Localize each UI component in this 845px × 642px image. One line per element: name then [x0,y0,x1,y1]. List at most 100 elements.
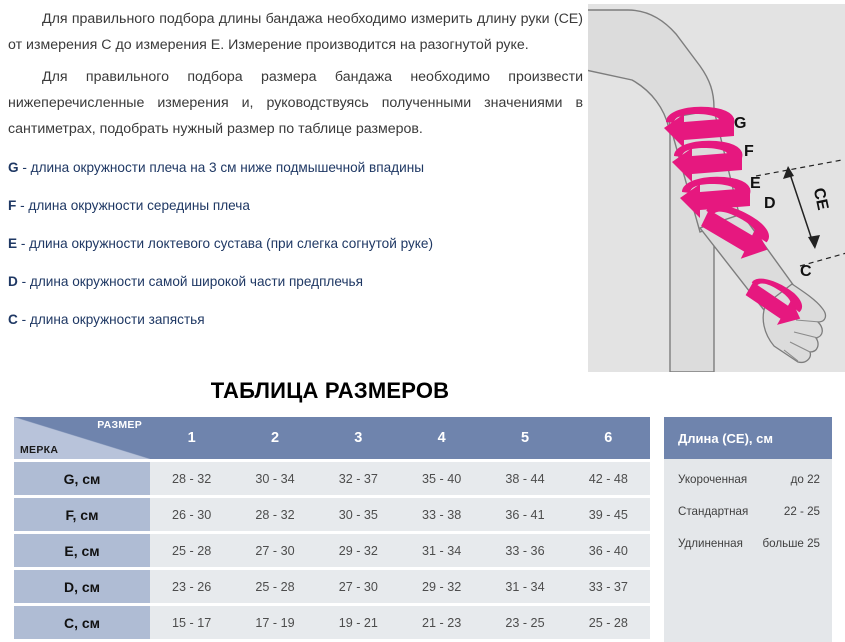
size-column-header-3: 3 [354,430,363,446]
row-cells-c: 15 - 17 17 - 19 19 - 21 21 - 23 23 - 25 … [150,606,650,639]
legend-item-e: E - длина окружности локтевого сустава (… [8,234,583,254]
arrow-e [680,176,751,218]
table-header-band: РАЗМЕР МЕРКА 1 2 3 4 5 6 Длина (CE), см [14,417,832,459]
row-cells-f: 26 - 30 28 - 32 30 - 35 33 - 38 36 - 41 … [150,498,650,531]
cell-d-1: 23 - 26 [172,579,212,594]
legend-key-c: C [8,312,18,327]
length-name-standard: Стандартная [678,505,749,518]
ce-leader-top [755,159,843,177]
size-column-header-2: 2 [270,430,280,446]
length-name-short: Укороченная [678,473,748,486]
illus-label-f: F [744,143,754,160]
cell-g-4: 35 - 40 [422,471,462,486]
legend-text-g: - длина окружности плеча на 3 см ниже по… [22,160,424,175]
legend-key-e: E [8,236,18,251]
corner-header-cell: РАЗМЕР МЕРКА [14,417,150,459]
cell-f-2: 28 - 32 [255,507,295,522]
cell-f-6: 39 - 45 [588,507,628,522]
cell-e-4: 31 - 34 [422,543,462,558]
cell-e-1: 25 - 28 [172,543,212,558]
table-row: C, см 15 - 17 17 - 19 19 - 21 21 - 23 23… [14,606,650,639]
legend-key-f: F [8,198,17,213]
cell-c-5: 23 - 25 [505,615,545,630]
arrow-f [672,140,743,182]
length-table-header: Длина (CE), см [664,417,832,459]
cell-e-3: 29 - 32 [338,543,378,558]
arrow-d [701,205,770,259]
cell-c-1: 15 - 17 [172,615,212,630]
cell-d-3: 27 - 30 [338,579,378,594]
row-label-g: G, см [14,462,150,495]
intro-paragraph-2: Для правильного подбора размера бандажа … [8,64,583,142]
corner-size-label: РАЗМЕР [97,419,142,431]
table-row: F, см 26 - 30 28 - 32 30 - 35 33 - 38 36… [14,498,650,531]
table-row: G, см 28 - 32 30 - 34 32 - 37 35 - 40 38… [14,462,650,495]
legend-text-f: - длина окружности середины плеча [20,198,250,213]
cell-e-5: 33 - 36 [505,543,545,558]
cell-f-3: 30 - 35 [338,507,378,522]
length-value-standard: 22 - 25 [783,505,820,518]
cell-g-5: 38 - 44 [505,471,545,486]
ce-dimension: CE [755,159,845,267]
table-row: E, см 25 - 28 27 - 30 29 - 32 31 - 34 33… [14,534,650,567]
cell-c-3: 19 - 21 [338,615,378,630]
length-row-short: Укороченная до 22 [678,473,820,486]
row-cells-g: 28 - 32 30 - 34 32 - 37 35 - 40 38 - 44 … [150,462,650,495]
legend-text-c: - длина окружности запястья [21,312,205,327]
cell-d-6: 33 - 37 [588,579,628,594]
corner-diagonal-split [14,417,150,459]
cell-e-6: 36 - 40 [588,543,628,558]
illus-label-ce: CE [810,186,831,212]
cell-e-2: 27 - 30 [255,543,295,558]
row-cells-e: 25 - 28 27 - 30 29 - 32 31 - 34 33 - 36 … [150,534,650,567]
illus-label-c: C [800,263,812,280]
row-label-c: C, см [14,606,150,639]
legend-key-g: G [8,160,19,175]
cell-d-4: 29 - 32 [422,579,462,594]
table-body-band: G, см 28 - 32 30 - 34 32 - 37 35 - 40 38… [14,459,832,642]
arrow-g [664,106,735,148]
ce-arrowhead-top [783,166,794,179]
cell-g-3: 32 - 37 [338,471,378,486]
table-separator [650,417,664,459]
cell-g-1: 28 - 32 [172,471,212,486]
legend-item-f: F - длина окружности середины плеча [8,196,583,216]
length-value-long: больше 25 [762,537,820,550]
description-column: Для правильного подбора длины бандажа не… [8,6,583,348]
page-title: ТАБЛИЦА РАЗМЕРОВ [210,378,450,403]
length-row-standard: Стандартная 22 - 25 [678,505,820,518]
cell-f-4: 33 - 38 [422,507,462,522]
size-table-header-row: РАЗМЕР МЕРКА 1 2 3 4 5 6 [14,417,650,459]
row-label-d: D, см [14,570,150,603]
cell-f-1: 26 - 30 [172,507,212,522]
length-row-long: Удлиненная больше 25 [678,537,820,550]
row-label-e: E, см [14,534,150,567]
illus-label-g: G [734,115,746,132]
measurement-legend: G - длина окружности плеча на 3 см ниже … [8,158,583,330]
legend-key-d: D [8,274,18,289]
legend-item-g: G - длина окружности плеча на 3 см ниже … [8,158,583,178]
length-name-long: Удлиненная [678,537,743,550]
cell-g-6: 42 - 48 [588,471,628,486]
cell-c-6: 25 - 28 [588,615,628,630]
torso-shape [588,9,715,372]
intro-paragraph-2-text: Для правильного подбора размера бандажа … [8,69,583,137]
intro-paragraph-1-text: Для правильного подбора длины бандажа не… [8,11,583,53]
illus-label-e: E [750,175,761,192]
illus-label-d: D [764,195,776,212]
corner-measure-label: МЕРКА [20,444,59,456]
size-column-header-5: 5 [520,430,530,446]
legend-item-c: C - длина окружности запястья [8,310,583,330]
size-column-header-4: 4 [437,430,446,446]
cell-d-2: 25 - 28 [255,579,295,594]
length-table-body: Укороченная до 22 Стандартная 22 - 25 Уд… [664,459,832,642]
cell-c-2: 17 - 19 [255,615,295,630]
size-table-body: G, см 28 - 32 30 - 34 32 - 37 35 - 40 38… [14,459,650,642]
legend-text-e: - длина окружности локтевого сустава (пр… [20,236,433,251]
cell-g-2: 30 - 34 [255,471,295,486]
tables-area: РАЗМЕР МЕРКА 1 2 3 4 5 6 Длина (CE), см … [14,417,832,642]
table-row: D, см 23 - 26 25 - 28 27 - 30 29 - 32 31… [14,570,650,603]
measure-arrows [664,106,803,325]
cell-c-4: 21 - 23 [422,615,462,630]
